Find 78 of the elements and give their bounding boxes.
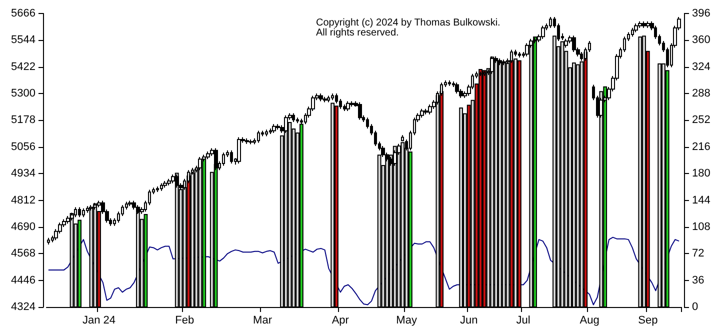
candlestick <box>249 138 253 145</box>
candlestick <box>206 151 210 160</box>
candlestick <box>634 23 638 33</box>
candlestick <box>160 182 163 192</box>
candlestick <box>327 95 330 103</box>
y-tick-label: 5666 <box>10 8 36 20</box>
y2-tick-label: 360 <box>692 34 710 46</box>
x-tick-label: Apr <box>332 314 350 326</box>
x-tick-label: Jun <box>460 314 478 326</box>
candlestick <box>269 128 272 135</box>
candlestick <box>331 93 334 101</box>
candlestick <box>257 130 260 144</box>
candlestick <box>631 27 634 38</box>
candlestick <box>541 25 545 40</box>
candlestick <box>346 100 350 112</box>
candlestick <box>642 20 646 28</box>
x-tick-label: Feb <box>175 314 194 326</box>
y-tick-label: 5056 <box>10 140 36 153</box>
candlestick <box>323 96 327 103</box>
candlestick <box>350 100 354 108</box>
y-tick-label: 4934 <box>10 168 36 180</box>
y-tick-label: 5422 <box>10 60 36 73</box>
y-tick-label: 4446 <box>10 274 36 286</box>
candlestick <box>237 136 241 164</box>
x-tick-label: Sep <box>638 314 658 326</box>
candlestick <box>292 112 295 122</box>
candlestick <box>82 208 85 218</box>
x-tick-label: Jul <box>516 314 530 326</box>
candlestick <box>319 93 323 102</box>
candlestick <box>230 150 233 164</box>
x-tick-label: May <box>396 314 418 326</box>
candlestick <box>167 178 171 186</box>
candlestick <box>296 117 299 124</box>
y2-tick-label: 0 <box>692 301 698 313</box>
x-tick-label: Jan 24 <box>82 314 116 326</box>
candlestick <box>47 237 50 245</box>
y2-tick-label: 288 <box>692 88 710 100</box>
candlestick <box>132 200 136 210</box>
candlestick <box>428 104 432 115</box>
y2-tick-label: 72 <box>692 248 704 260</box>
candlestick <box>638 20 642 28</box>
y2-tick-label: 144 <box>692 194 710 206</box>
candlestick <box>272 124 276 134</box>
candlestick <box>163 180 167 188</box>
y-tick-label: 4568 <box>10 248 36 260</box>
y2-tick-label: 108 <box>692 220 710 233</box>
candlestick <box>265 129 268 137</box>
y2-tick-label: 324 <box>692 60 710 73</box>
candlestick <box>549 16 552 28</box>
y2-tick-label: 396 <box>692 8 710 20</box>
y2-tick-label: 180 <box>692 168 710 180</box>
candlestick <box>420 108 424 118</box>
candlestick <box>128 200 132 207</box>
y-tick-label: 5300 <box>10 88 36 100</box>
candlestick <box>276 124 280 130</box>
y-tick-label: 4690 <box>10 220 36 233</box>
candlestick <box>78 206 81 218</box>
candlestick <box>448 80 451 86</box>
y-tick-label: 4324 <box>10 301 36 313</box>
candlestick <box>222 152 225 166</box>
candlestick <box>646 20 650 28</box>
y-tick-label: 4812 <box>10 194 36 206</box>
annotation: Copyright (c) 2024 by Thomas Bulkowski. All rights reserved. <box>316 18 504 38</box>
candlestick <box>358 102 362 120</box>
y2-tick-label: 252 <box>692 114 710 126</box>
candlestick <box>245 138 249 144</box>
y2-tick-label: 36 <box>692 274 704 286</box>
candlestick <box>156 186 159 192</box>
y2-tick-label: 216 <box>692 140 710 153</box>
y-tick-label: 5178 <box>10 114 36 126</box>
candlestick <box>518 51 521 58</box>
candlestick <box>424 108 428 115</box>
x-tick-label: Aug <box>580 314 600 326</box>
y-tick-label: 5544 <box>10 34 36 46</box>
candlestick <box>572 35 576 52</box>
candlestick <box>455 82 459 94</box>
x-tick-label: Mar <box>253 314 272 326</box>
candlestick <box>171 174 175 184</box>
